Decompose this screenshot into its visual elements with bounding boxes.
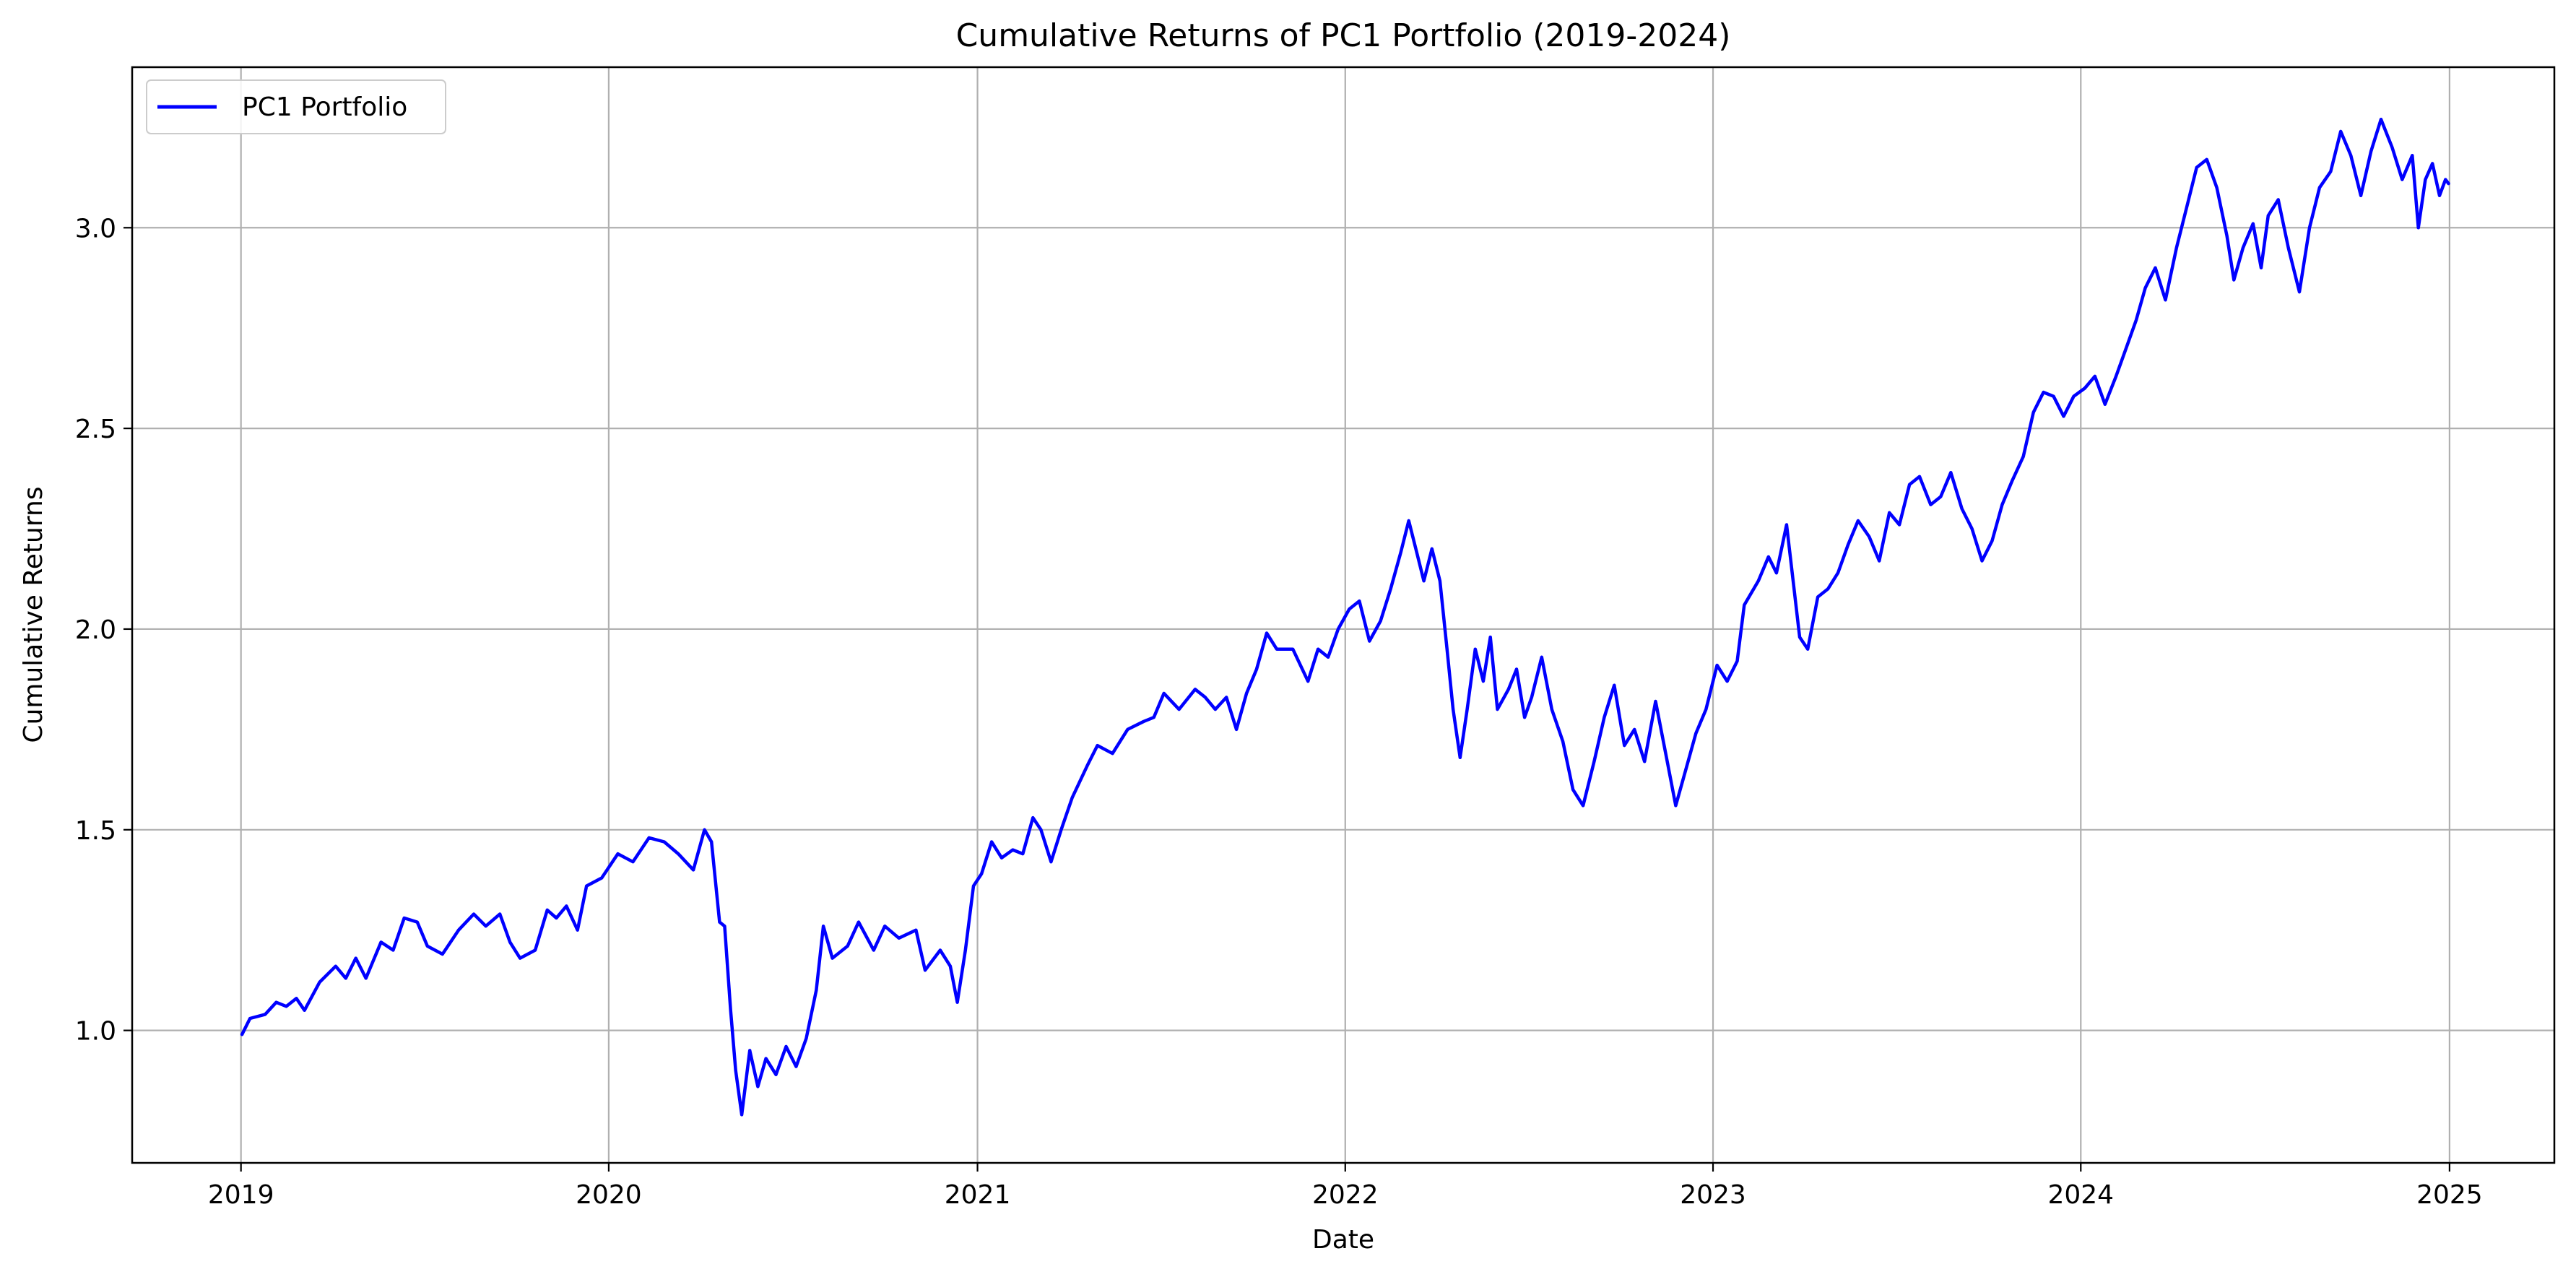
x-tick-label-2022: 2022 (1312, 1180, 1379, 1210)
y-tick-label-2-0: 2.0 (75, 615, 116, 645)
plot-frame (131, 66, 2556, 1164)
x-axis-ticks: 2019 2020 2021 2022 2023 2024 2025 (208, 1163, 2483, 1210)
series-layer (240, 117, 2450, 1117)
grid-lines (132, 67, 2554, 1163)
y-tick-label-3-0: 3.0 (75, 214, 116, 243)
series-line-pc1-portfolio (240, 117, 2450, 1117)
y-axis-ticks: 1.0 1.5 2.0 2.5 3.0 (75, 214, 132, 1047)
y-tick-label-2-5: 2.5 (75, 415, 116, 444)
legend: PC1 Portfolio (146, 79, 446, 134)
x-tick-label-2024: 2024 (2047, 1180, 2114, 1210)
x-tick-label-2023: 2023 (1680, 1180, 1746, 1210)
chart-title: Cumulative Returns of PC1 Portfolio (201… (956, 17, 1731, 54)
y-tick-label-1-0: 1.0 (75, 1017, 116, 1047)
x-tick-label-2020: 2020 (576, 1180, 642, 1210)
legend-box (146, 79, 446, 134)
legend-label-pc1-portfolio: PC1 Portfolio (242, 92, 407, 122)
x-tick-label-2021: 2021 (945, 1180, 1011, 1210)
y-axis-title: Cumulative Returns (19, 486, 48, 743)
y-tick-label-1-5: 1.5 (75, 816, 116, 846)
x-axis-title: Date (1312, 1225, 1374, 1255)
x-tick-label-2019: 2019 (208, 1180, 274, 1210)
x-tick-label-2025: 2025 (2416, 1180, 2483, 1210)
